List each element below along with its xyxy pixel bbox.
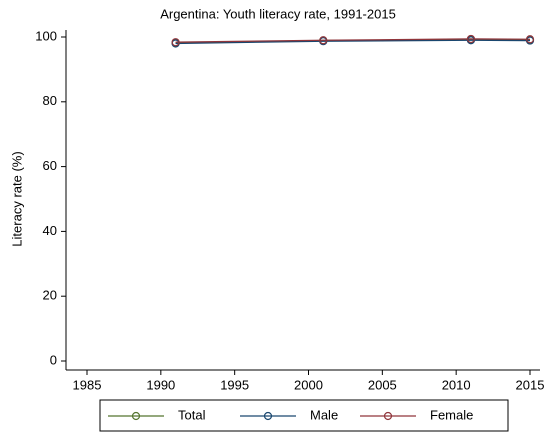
y-tick-label: 0	[50, 352, 57, 367]
legend-label: Female	[430, 407, 473, 422]
legend-label: Male	[310, 407, 338, 422]
y-tick-label: 20	[43, 288, 57, 303]
x-tick-label: 2015	[516, 377, 545, 392]
y-tick-label: 40	[43, 223, 57, 238]
legend-label: Total	[178, 407, 206, 422]
x-tick-label: 1995	[220, 377, 249, 392]
point	[525, 35, 535, 44]
x-tick-label: 2010	[442, 377, 471, 392]
x-tick-label: 2000	[294, 377, 323, 392]
point	[466, 34, 476, 44]
legend-marker	[383, 411, 393, 421]
series-line	[175, 38, 531, 43]
series-line	[175, 39, 531, 45]
y-tick-label: 80	[43, 93, 57, 108]
x-tick-label: 1990	[146, 377, 175, 392]
y-axis-label: Literacy rate (%)	[9, 151, 24, 246]
y-tick-label: 60	[43, 158, 57, 173]
x-tick-label: 1985	[73, 377, 102, 392]
y-tick-label: 100	[35, 28, 57, 43]
point	[319, 36, 328, 45]
x-tick-label: 2005	[368, 377, 397, 392]
legend-marker	[263, 411, 273, 421]
legend	[99, 399, 509, 432]
legend-marker	[131, 411, 141, 421]
chart-title: Argentina: Youth literacy rate, 1991-201…	[160, 6, 396, 21]
point	[171, 38, 180, 47]
